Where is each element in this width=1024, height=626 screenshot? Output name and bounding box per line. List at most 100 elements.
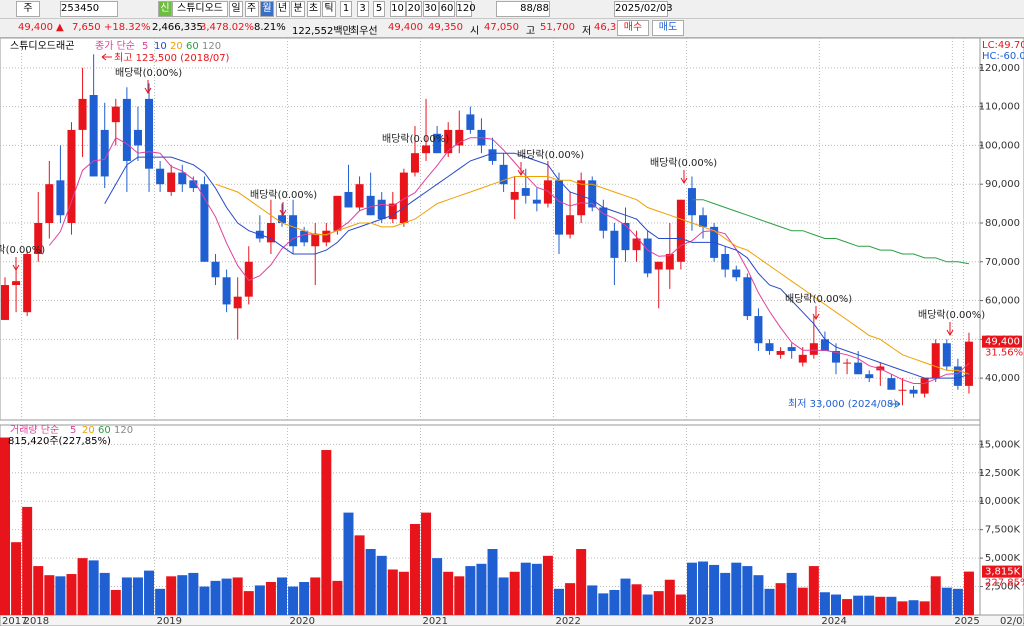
x-tick-label: 2024	[821, 616, 846, 626]
candle-body	[809, 343, 818, 355]
candle-body	[699, 215, 708, 227]
volume-bar	[221, 578, 232, 615]
period-button[interactable]: 틱	[322, 1, 336, 17]
y-tick-label: 100,000	[979, 140, 1020, 151]
hc-label: HC:-60.00	[982, 51, 1024, 62]
volume-bar	[321, 450, 332, 615]
chart-title: 스튜디오드래곤	[10, 40, 74, 52]
candle-body	[233, 296, 242, 309]
volume-bar	[132, 577, 143, 615]
annotation: 배당락(0.00%)	[0, 244, 45, 256]
arrow: ▲	[56, 22, 64, 33]
x-tick-label: 2022	[555, 616, 580, 626]
candle-body	[455, 129, 464, 146]
candle-body	[410, 153, 419, 173]
low-label: 저	[582, 26, 592, 37]
count: 88/88	[496, 1, 550, 17]
low: 46,300	[594, 22, 629, 33]
volume-label: 거래량 단순	[10, 424, 59, 436]
candle-body	[898, 389, 907, 391]
code-input[interactable]: 253450	[60, 1, 118, 17]
sell-button[interactable]: 매도	[652, 20, 684, 36]
y-tick-label: 40,000	[985, 373, 1020, 384]
candle-body	[222, 277, 231, 305]
last-volume-pct: 227.85%	[985, 578, 1024, 589]
period-button[interactable]: 년	[275, 1, 290, 17]
period-button[interactable]: 주	[244, 1, 259, 17]
x-tick-label: 2017	[2, 616, 27, 626]
volume-bar	[487, 549, 498, 615]
y-tick-label: 80,000	[985, 218, 1020, 229]
period-button[interactable]: 초	[306, 1, 321, 17]
open-label: 시	[470, 26, 480, 37]
candle-body	[732, 269, 741, 278]
volume-bar	[421, 512, 432, 615]
high-label: 고	[526, 26, 536, 37]
volume-bar	[443, 571, 454, 615]
volume-bar	[686, 562, 697, 615]
y-tick-label: 12,500K	[978, 468, 1020, 479]
volume-bar	[398, 571, 409, 615]
y-tick-label: 10,000K	[978, 496, 1020, 507]
volume-bar	[775, 583, 786, 615]
volume-bar	[675, 594, 686, 615]
volume-bar	[288, 586, 299, 615]
annotation-arrow	[946, 322, 954, 336]
last-volume-box	[982, 565, 1022, 578]
volume-bar	[731, 562, 742, 615]
volume-bar	[210, 580, 221, 615]
volume-bar	[343, 512, 354, 615]
candle-body	[23, 254, 32, 313]
last-pct: 31.56%	[985, 348, 1023, 359]
period-button[interactable]: 일	[229, 1, 243, 17]
candle-body	[676, 199, 685, 262]
period-button[interactable]: 5	[373, 1, 385, 17]
candle-body	[887, 378, 896, 390]
candle-body	[510, 191, 519, 200]
period-button[interactable]: 3	[356, 1, 369, 17]
volume-bar	[764, 588, 775, 615]
volume-bar	[908, 600, 919, 615]
date-input[interactable]: 2025/02/03	[614, 1, 673, 17]
candle-body	[543, 180, 552, 204]
volume-bar	[531, 563, 542, 615]
candle-body	[798, 354, 807, 363]
candle-body	[566, 215, 575, 235]
volume-bar	[387, 569, 398, 615]
candle-body	[333, 195, 342, 231]
volume-bar	[77, 558, 88, 615]
annotation: 배당락(0.00%)	[517, 149, 584, 161]
volume-bar	[565, 583, 576, 615]
volume-bar	[620, 578, 631, 615]
volume-bar	[631, 584, 642, 615]
bid: 49,350	[428, 22, 463, 33]
candle-body	[111, 106, 120, 123]
volume-bar	[664, 579, 675, 615]
high: 51,700	[540, 22, 575, 33]
y-tick-label: 2,500K	[985, 582, 1021, 593]
volume-bar	[232, 577, 243, 615]
period-button[interactable]: 30	[422, 1, 439, 17]
period-button[interactable]: 1	[340, 1, 352, 17]
market-select[interactable]: 주	[16, 1, 40, 17]
period-button[interactable]: 분	[291, 1, 305, 17]
change: 7,650	[72, 22, 101, 33]
y-tick-label: 90,000	[985, 179, 1020, 190]
volume-bar	[409, 523, 420, 615]
volume-bar	[155, 588, 166, 615]
candle-body	[577, 180, 586, 216]
volume-bar	[720, 572, 731, 615]
annotation: 배당락(0.00%)	[785, 293, 852, 305]
period-button[interactable]: 120	[455, 1, 476, 17]
legend-item: 60	[98, 425, 111, 436]
period-button[interactable]: 월	[260, 1, 274, 17]
period-button[interactable]: 20	[406, 1, 422, 17]
buy-button[interactable]: 매수	[617, 20, 649, 36]
lc-label: LC:49.70	[982, 40, 1024, 51]
candle-body	[854, 362, 863, 375]
period-button[interactable]: 60	[439, 1, 455, 17]
volume-bar	[144, 570, 155, 615]
period-button[interactable]: 10	[389, 1, 406, 17]
